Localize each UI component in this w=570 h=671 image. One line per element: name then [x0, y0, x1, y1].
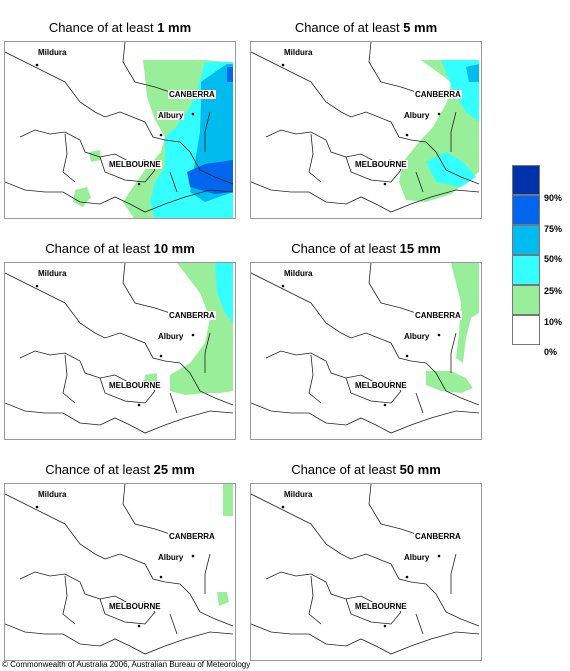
city-label-melbourne: MELBOURNE: [354, 602, 408, 611]
probability-map: Mildura CANBERRA Albury MELBOURNE: [4, 483, 236, 661]
city-label-mildura: Mildura: [37, 269, 68, 278]
panel-title: Chance of at least 5 mm: [294, 20, 438, 35]
city-markers: [35, 63, 195, 186]
city-label-albury: Albury: [157, 332, 185, 341]
map-graphic: [251, 263, 480, 434]
panel-title: Chance of at least 10 mm: [45, 241, 195, 256]
city-label-albury: Albury: [157, 111, 185, 120]
map-graphic: [5, 42, 234, 218]
city-label-albury: Albury: [403, 553, 431, 562]
legend-swatch-50: [512, 225, 540, 255]
rain-probability-shading: [145, 263, 233, 395]
legend-label-10: 10%: [544, 317, 563, 327]
state-borders: [5, 484, 234, 655]
probability-map: Mildura CANBERRA Albury MELBOURNE: [4, 262, 236, 440]
city-label-canberra: CANBERRA: [168, 90, 216, 99]
legend-label-25: 25%: [544, 286, 563, 296]
city-markers: [35, 505, 195, 628]
panel-title: Chance of at least 1 mm: [48, 20, 192, 35]
city-label-mildura: Mildura: [283, 269, 314, 278]
state-borders: [251, 484, 480, 655]
rain-probability-shading: [73, 60, 233, 218]
panel-title: Chance of at least 25 mm: [45, 462, 195, 477]
legend-label-50: 50%: [544, 254, 563, 264]
legend-label-75: 75%: [544, 224, 563, 234]
legend-swatch-75: [512, 195, 540, 225]
copyright-notice: © Commonwealth of Australia 2006, Austra…: [2, 660, 251, 669]
legend-swatch-90: [512, 165, 540, 195]
city-label-melbourne: MELBOURNE: [108, 381, 162, 390]
city-markers: [281, 505, 441, 628]
legend-swatch-25: [512, 255, 540, 285]
panel-title: Chance of at least 50 mm: [291, 462, 441, 477]
city-label-albury: Albury: [157, 553, 185, 562]
city-markers: [281, 63, 441, 186]
city-label-albury: Albury: [403, 111, 431, 120]
city-label-mildura: Mildura: [283, 48, 314, 57]
legend-label-0: 0%: [544, 347, 558, 357]
map-graphic: [5, 484, 234, 655]
city-label-canberra: CANBERRA: [414, 311, 462, 320]
legend-swatch-10: [512, 285, 540, 315]
map-graphic: [251, 42, 480, 213]
city-label-melbourne: MELBOURNE: [108, 602, 162, 611]
city-label-melbourne: MELBOURNE: [354, 160, 408, 169]
state-borders: [251, 263, 480, 434]
city-label-canberra: CANBERRA: [168, 311, 216, 320]
city-label-canberra: CANBERRA: [168, 532, 216, 541]
legend-swatch-0: [512, 315, 540, 345]
panel-title: Chance of at least 15 mm: [291, 241, 441, 256]
city-label-canberra: CANBERRA: [414, 90, 462, 99]
city-label-mildura: Mildura: [283, 490, 314, 499]
city-label-mildura: Mildura: [37, 48, 68, 57]
city-label-melbourne: MELBOURNE: [108, 160, 162, 169]
map-graphic: [5, 263, 234, 434]
legend-label-90: 90%: [544, 193, 563, 203]
city-label-melbourne: MELBOURNE: [354, 381, 408, 390]
city-markers: [35, 284, 195, 407]
probability-map: Mildura CANBERRA Albury MELBOURNE: [4, 41, 236, 219]
map-graphic: [251, 484, 480, 655]
rain-probability-shading: [426, 263, 479, 393]
rain-probability-shading: [399, 60, 479, 202]
city-label-canberra: CANBERRA: [414, 532, 462, 541]
city-label-mildura: Mildura: [37, 490, 68, 499]
probability-map: Mildura CANBERRA Albury MELBOURNE: [250, 262, 482, 440]
probability-map: Mildura CANBERRA Albury MELBOURNE: [250, 483, 482, 661]
rain-probability-shading: [217, 484, 233, 606]
probability-map: Mildura CANBERRA Albury MELBOURNE: [250, 41, 482, 219]
city-markers: [281, 284, 441, 407]
city-label-albury: Albury: [403, 332, 431, 341]
